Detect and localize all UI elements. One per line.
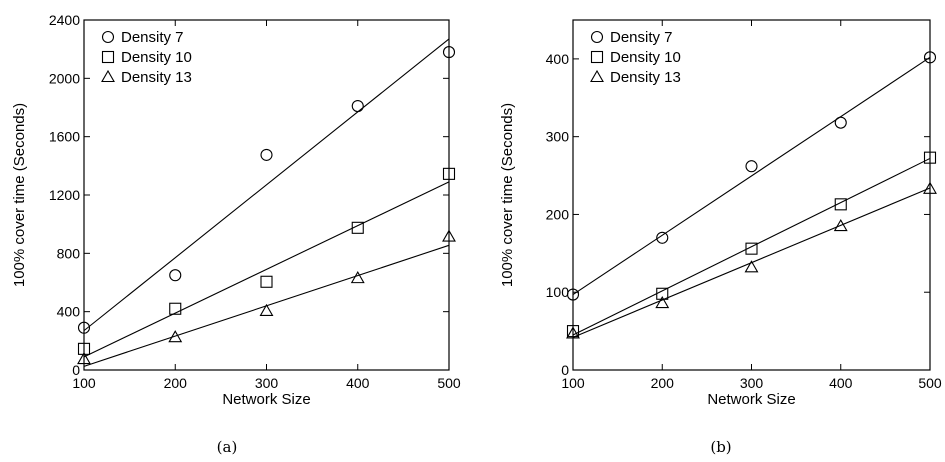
y-tick-label: 1600 [49, 129, 80, 145]
x-tick-label: 100 [72, 375, 96, 391]
data-point [745, 242, 758, 255]
data-point [923, 181, 937, 194]
x-tick-label: 200 [164, 375, 188, 391]
legend: Density 7 Density 10 Density 13 [590, 29, 681, 86]
x-tick-label: 200 [651, 375, 675, 391]
data-point [168, 330, 183, 343]
fit-line [572, 187, 931, 338]
x-tick-label: 500 [437, 375, 461, 391]
data-point [169, 302, 182, 315]
legend-label: Density 13 [610, 69, 681, 86]
data-point [923, 151, 937, 164]
x-tick-label: 300 [255, 375, 279, 391]
data-point [834, 116, 847, 129]
data-point [350, 271, 365, 284]
fit-line [572, 157, 931, 336]
y-tick-label: 800 [57, 245, 81, 261]
legend-label: Density 7 [121, 29, 184, 46]
x-axis-label: Network Size [707, 391, 795, 408]
data-point [169, 269, 182, 282]
fit-line [83, 38, 450, 332]
data-point [77, 351, 91, 365]
legend-marker [590, 50, 604, 64]
y-tick-label: 100 [546, 284, 570, 300]
data-point [923, 51, 937, 64]
y-tick-label: 2400 [49, 12, 80, 28]
data-point [442, 46, 456, 59]
data-point [655, 296, 670, 309]
data-point [442, 167, 456, 180]
series-density-10 [77, 167, 456, 358]
series-density-13 [566, 181, 937, 339]
series-density-7 [77, 38, 456, 334]
data-point [833, 219, 848, 232]
legend-marker [590, 69, 604, 83]
legend-label: Density 7 [610, 29, 673, 46]
data-point [566, 288, 580, 301]
legend-label: Density 13 [121, 69, 192, 86]
series-density-7 [566, 51, 937, 301]
legend-marker [101, 50, 115, 64]
legend-label: Density 10 [121, 49, 192, 66]
x-tick-label: 400 [346, 375, 370, 391]
data-point [566, 326, 580, 339]
data-point [442, 229, 456, 242]
legend-marker [101, 69, 115, 83]
data-point [656, 287, 669, 300]
y-axis-label: 100% cover time (Seconds) [499, 103, 516, 287]
y-tick-label: 300 [546, 129, 570, 145]
y-tick-label: 0 [561, 362, 569, 378]
data-point [259, 303, 274, 316]
data-point [566, 325, 580, 338]
y-tick-label: 200 [546, 206, 570, 222]
y-axis-label: 100% cover time (Seconds) [11, 103, 28, 287]
data-point [260, 275, 273, 288]
y-tick-label: 0 [72, 362, 80, 378]
data-point [656, 231, 669, 244]
data-point [77, 321, 91, 334]
fit-line [572, 56, 931, 296]
legend-marker [101, 30, 115, 44]
legend-marker [590, 30, 604, 44]
data-point [260, 148, 273, 161]
panel-caption: (b) [710, 438, 731, 456]
data-point [834, 198, 847, 211]
y-tick-label: 400 [57, 304, 81, 320]
panel-caption: (a) [217, 438, 238, 456]
y-tick-label: 1200 [49, 187, 80, 203]
legend-label: Density 10 [610, 49, 681, 66]
series-density-13 [77, 229, 456, 367]
x-tick-label: 400 [829, 375, 853, 391]
data-point [77, 342, 91, 355]
fit-line [83, 181, 450, 358]
x-axis-label: Network Size [222, 391, 310, 408]
x-tick-label: 500 [918, 375, 942, 391]
y-tick-label: 400 [546, 51, 570, 67]
series-density-10 [566, 151, 937, 338]
data-point [745, 160, 758, 173]
data-point [744, 260, 759, 273]
y-tick-label: 2000 [49, 70, 80, 86]
data-point [351, 99, 364, 113]
legend: Density 7 Density 10 Density 13 [101, 29, 192, 86]
data-point [351, 221, 364, 234]
panel-a: 100 200 300 400 500 0 400 800 1200 1600 2000 2400 Ne… [11, 12, 461, 456]
x-tick-label: 300 [740, 375, 764, 391]
x-tick-label: 100 [561, 375, 585, 391]
